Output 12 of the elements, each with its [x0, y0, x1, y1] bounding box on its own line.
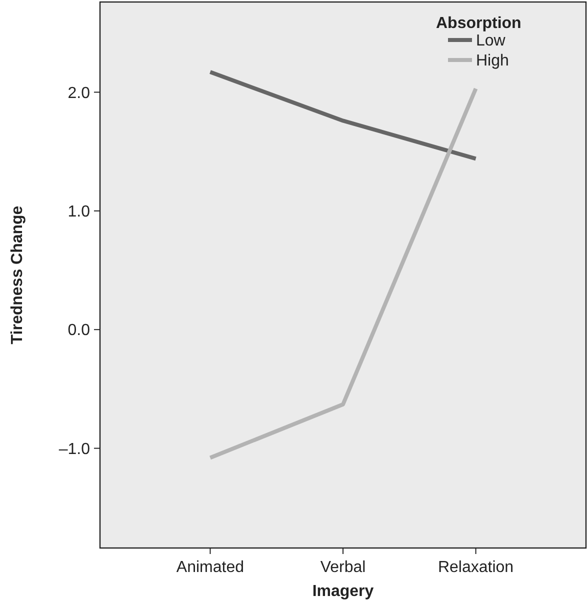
x-tick-label: Animated — [176, 559, 244, 576]
legend-label: High — [476, 52, 509, 70]
x-axis-title: Imagery — [312, 583, 374, 600]
x-tick-label: Verbal — [320, 559, 366, 576]
legend-label: Low — [476, 32, 506, 50]
y-tick-label: –1.0 — [58, 440, 90, 458]
y-tick-label: 0.0 — [68, 322, 90, 340]
legend-title: Absorption — [436, 15, 522, 32]
y-tick-label: 1.0 — [68, 204, 90, 221]
x-tick-label: Relaxation — [438, 559, 514, 576]
y-tick-label: 2.0 — [68, 84, 90, 102]
y-axis-title: Tiredness Change — [9, 206, 26, 344]
